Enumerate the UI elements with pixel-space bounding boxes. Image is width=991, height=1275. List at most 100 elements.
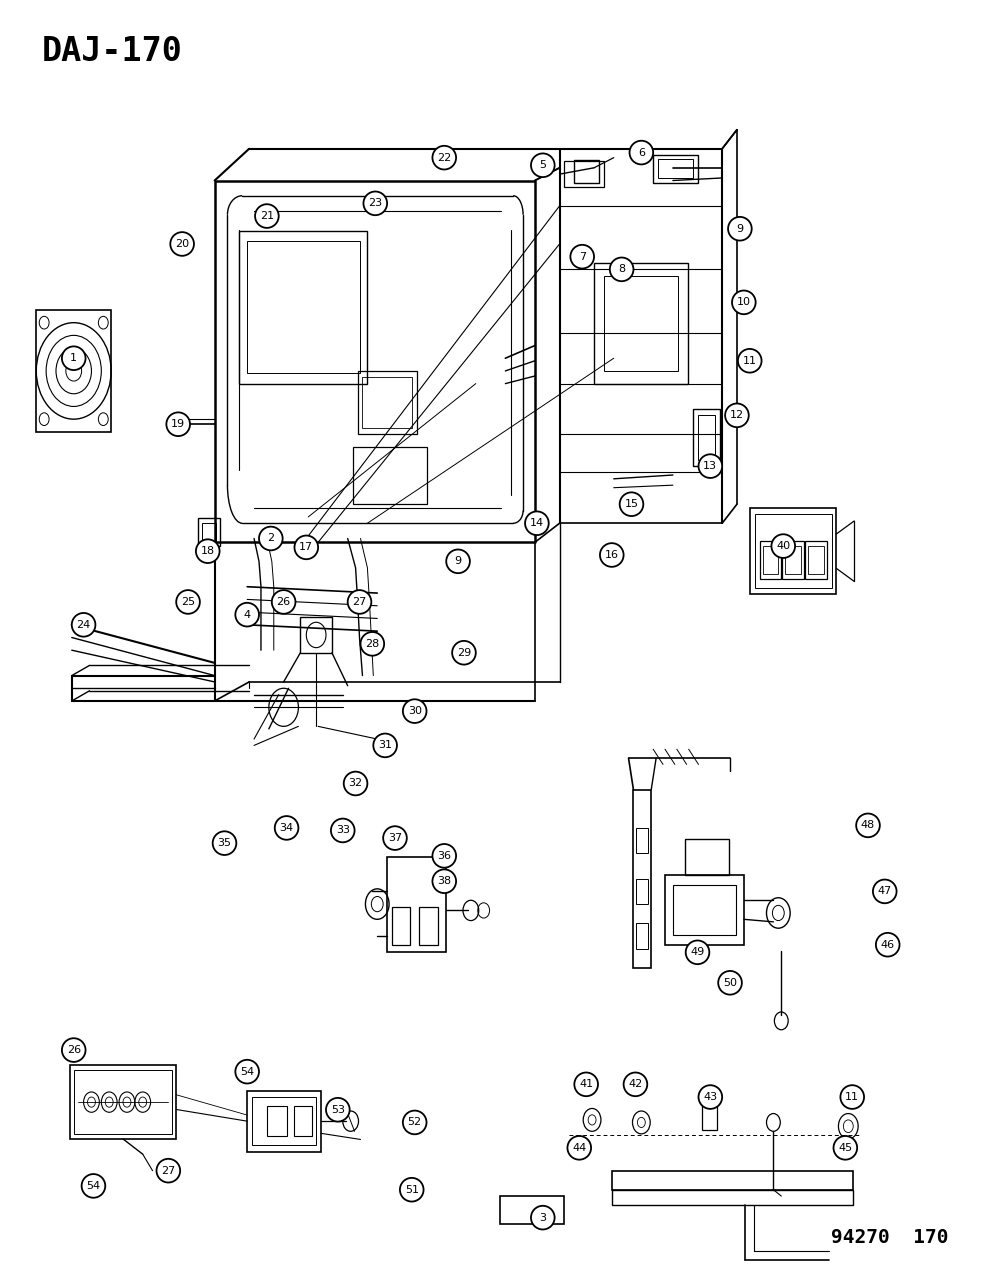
Text: 17: 17 — [299, 542, 313, 552]
Bar — [392, 907, 409, 945]
Text: 36: 36 — [437, 850, 451, 861]
Bar — [636, 827, 648, 853]
Bar — [658, 159, 693, 179]
Ellipse shape — [771, 534, 795, 558]
Ellipse shape — [400, 1178, 423, 1201]
Ellipse shape — [856, 813, 880, 838]
Bar — [693, 409, 720, 467]
Ellipse shape — [531, 1206, 555, 1229]
Bar — [604, 275, 678, 371]
Text: 47: 47 — [878, 886, 892, 896]
Bar — [611, 1190, 853, 1205]
Bar — [247, 1090, 321, 1151]
Text: 22: 22 — [437, 153, 451, 163]
Text: 26: 26 — [66, 1046, 81, 1056]
Text: 42: 42 — [628, 1080, 642, 1089]
Bar — [755, 514, 831, 588]
Ellipse shape — [575, 1072, 598, 1096]
Text: 20: 20 — [175, 238, 189, 249]
Ellipse shape — [725, 403, 749, 427]
Ellipse shape — [629, 140, 653, 164]
Bar — [698, 416, 716, 460]
Bar — [300, 617, 332, 653]
Bar — [358, 371, 416, 435]
Text: 4: 4 — [244, 609, 251, 620]
Ellipse shape — [525, 511, 549, 536]
Text: 26: 26 — [276, 597, 290, 607]
Bar — [808, 546, 824, 574]
Bar — [252, 1096, 316, 1145]
Ellipse shape — [840, 1085, 864, 1109]
Ellipse shape — [61, 347, 85, 370]
Ellipse shape — [833, 1136, 857, 1160]
Text: 48: 48 — [861, 820, 875, 830]
Text: 31: 31 — [379, 741, 392, 751]
Ellipse shape — [876, 933, 900, 956]
Text: 50: 50 — [723, 978, 737, 988]
Text: 12: 12 — [729, 411, 744, 421]
Bar — [565, 162, 604, 187]
Ellipse shape — [623, 1072, 647, 1096]
Text: 15: 15 — [624, 500, 638, 509]
Text: 34: 34 — [279, 822, 293, 833]
Text: 13: 13 — [704, 462, 717, 472]
Ellipse shape — [738, 349, 761, 372]
Text: 21: 21 — [260, 212, 274, 221]
Ellipse shape — [571, 245, 594, 269]
Bar — [762, 546, 778, 574]
Text: 54: 54 — [240, 1067, 255, 1076]
Text: 9: 9 — [736, 223, 743, 233]
Text: 35: 35 — [217, 838, 232, 848]
Ellipse shape — [609, 258, 633, 282]
Text: 40: 40 — [776, 541, 790, 551]
Text: 1: 1 — [70, 353, 77, 363]
Bar — [418, 907, 438, 945]
Ellipse shape — [873, 880, 897, 903]
Ellipse shape — [452, 641, 476, 664]
Bar — [294, 1105, 312, 1136]
Bar — [665, 875, 744, 945]
Ellipse shape — [432, 844, 456, 868]
Ellipse shape — [364, 191, 387, 215]
Bar — [611, 1170, 853, 1190]
Text: 54: 54 — [86, 1181, 100, 1191]
Text: 30: 30 — [407, 706, 422, 717]
Text: 38: 38 — [437, 876, 451, 886]
Ellipse shape — [600, 543, 623, 567]
Ellipse shape — [235, 1060, 259, 1084]
Bar — [198, 518, 220, 546]
Text: 52: 52 — [407, 1117, 422, 1127]
Bar — [759, 541, 781, 579]
Text: 9: 9 — [455, 556, 462, 566]
Ellipse shape — [728, 217, 752, 241]
Ellipse shape — [275, 816, 298, 840]
Ellipse shape — [196, 539, 220, 564]
Text: 49: 49 — [691, 947, 705, 958]
Text: 33: 33 — [336, 825, 350, 835]
Text: 23: 23 — [369, 199, 383, 208]
Ellipse shape — [432, 870, 456, 892]
Bar — [500, 1196, 565, 1224]
Bar — [673, 885, 736, 935]
Bar — [594, 263, 688, 384]
Bar — [69, 1066, 176, 1139]
Ellipse shape — [384, 826, 407, 850]
Bar — [685, 839, 729, 875]
Ellipse shape — [235, 603, 259, 626]
Ellipse shape — [686, 941, 710, 964]
Text: 5: 5 — [539, 161, 546, 171]
Ellipse shape — [699, 1085, 722, 1109]
Bar — [633, 789, 651, 968]
Bar — [782, 541, 804, 579]
Ellipse shape — [361, 632, 385, 655]
Bar — [636, 878, 648, 904]
Text: 18: 18 — [201, 546, 215, 556]
Bar — [575, 161, 599, 184]
Ellipse shape — [170, 232, 194, 256]
Text: 43: 43 — [704, 1093, 717, 1102]
Ellipse shape — [272, 590, 295, 613]
Bar — [636, 923, 648, 949]
Text: 28: 28 — [366, 639, 380, 649]
Ellipse shape — [157, 1159, 180, 1182]
Ellipse shape — [531, 153, 555, 177]
